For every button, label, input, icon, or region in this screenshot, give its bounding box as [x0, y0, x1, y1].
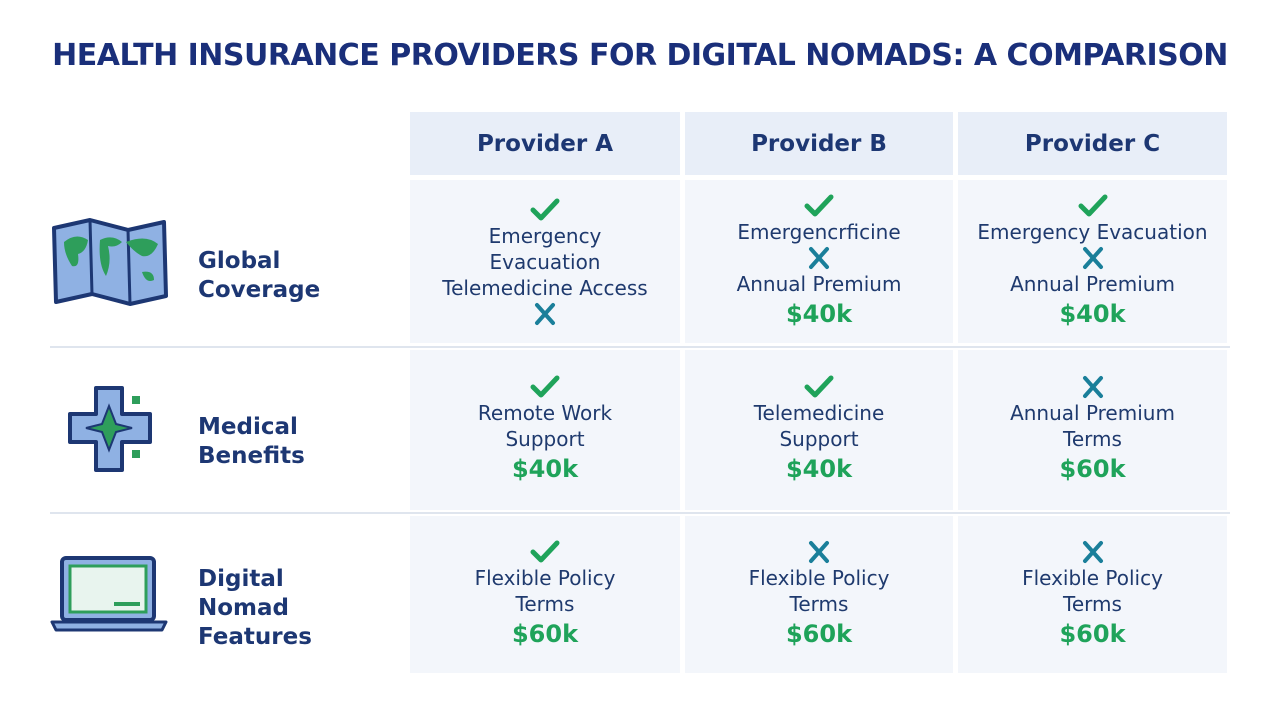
price: $60k: [511, 619, 579, 648]
cell: Flexible Policy Terms $60k: [410, 516, 680, 673]
cell-text: Terms: [1063, 427, 1122, 451]
cross-icon: [530, 301, 560, 327]
cell: Emergencrficine Annual Premium $40k: [685, 180, 953, 343]
cell-text: Support: [505, 427, 585, 451]
cell: Emergency Evacuation Annual Premium $40k: [958, 180, 1227, 343]
cell-text: Flexible Policy: [1022, 565, 1163, 590]
price: $40k: [785, 299, 853, 328]
price: $40k: [511, 455, 579, 483]
cell: Telemedicine Support $40k: [685, 350, 953, 510]
cell-text: Annual Premium: [1010, 401, 1175, 425]
map-icon: [52, 218, 168, 306]
cell-text: Telemedicine: [753, 401, 885, 425]
check-icon: [804, 374, 834, 400]
cell: Remote Work Support $40k: [410, 350, 680, 510]
check-icon: [530, 197, 560, 223]
cell-text: Support: [779, 427, 859, 451]
check-icon: [530, 539, 560, 565]
row-label: Global Coverage: [198, 248, 321, 303]
column-header: Provider C: [958, 112, 1227, 175]
cell-text: Flexible Policy: [748, 565, 890, 590]
price: $60k: [785, 619, 853, 648]
cross-icon: [1078, 245, 1108, 271]
cell: Emergency Evacuation Telemedicine Access: [410, 180, 680, 343]
cross-icon: [1078, 539, 1108, 565]
column-header: Provider B: [685, 112, 953, 175]
price: $60k: [1059, 619, 1126, 648]
cell: Flexible Policy Terms $60k: [958, 516, 1227, 673]
cross-icon: [804, 245, 834, 271]
row-divider: [50, 512, 1230, 514]
cell: Annual Premium Terms $60k: [958, 350, 1227, 510]
cross-icon: [1078, 374, 1108, 400]
price: $40k: [1059, 299, 1126, 328]
cell-text: Terms: [1063, 591, 1122, 616]
cell-text: Terms: [515, 591, 575, 616]
laptop-icon: [50, 556, 168, 632]
cell-text: Telemedicine Access: [442, 275, 648, 300]
check-icon: [1078, 193, 1108, 219]
price: $40k: [785, 455, 853, 483]
check-icon: [804, 193, 834, 219]
title: HEALTH INSURANCE PROVIDERS FOR DIGITAL N…: [52, 38, 1228, 73]
price: $60k: [1059, 455, 1126, 483]
check-icon: [530, 374, 560, 400]
cell-text: Evacuation: [489, 249, 601, 274]
row-label: Digital Nomad Features: [198, 566, 312, 650]
cell-text: Emergency Evacuation: [977, 219, 1208, 244]
cell-text: Remote Work: [477, 401, 613, 425]
cell-text: Flexible Policy: [474, 565, 616, 590]
cross-icon: [804, 539, 834, 565]
cell-text: Emergencrficine: [737, 219, 901, 244]
row-label: Medical Benefits: [198, 414, 305, 469]
cell: Flexible Policy Terms $60k: [685, 516, 953, 673]
cell-text: Annual Premium: [736, 271, 902, 296]
medical-icon: [68, 386, 152, 472]
cell-text: Emergency: [488, 223, 602, 248]
column-header: Provider A: [410, 112, 680, 175]
cell-text: Annual Premium: [1010, 271, 1175, 296]
row-divider: [50, 346, 1230, 348]
cell-text: Terms: [789, 591, 849, 616]
